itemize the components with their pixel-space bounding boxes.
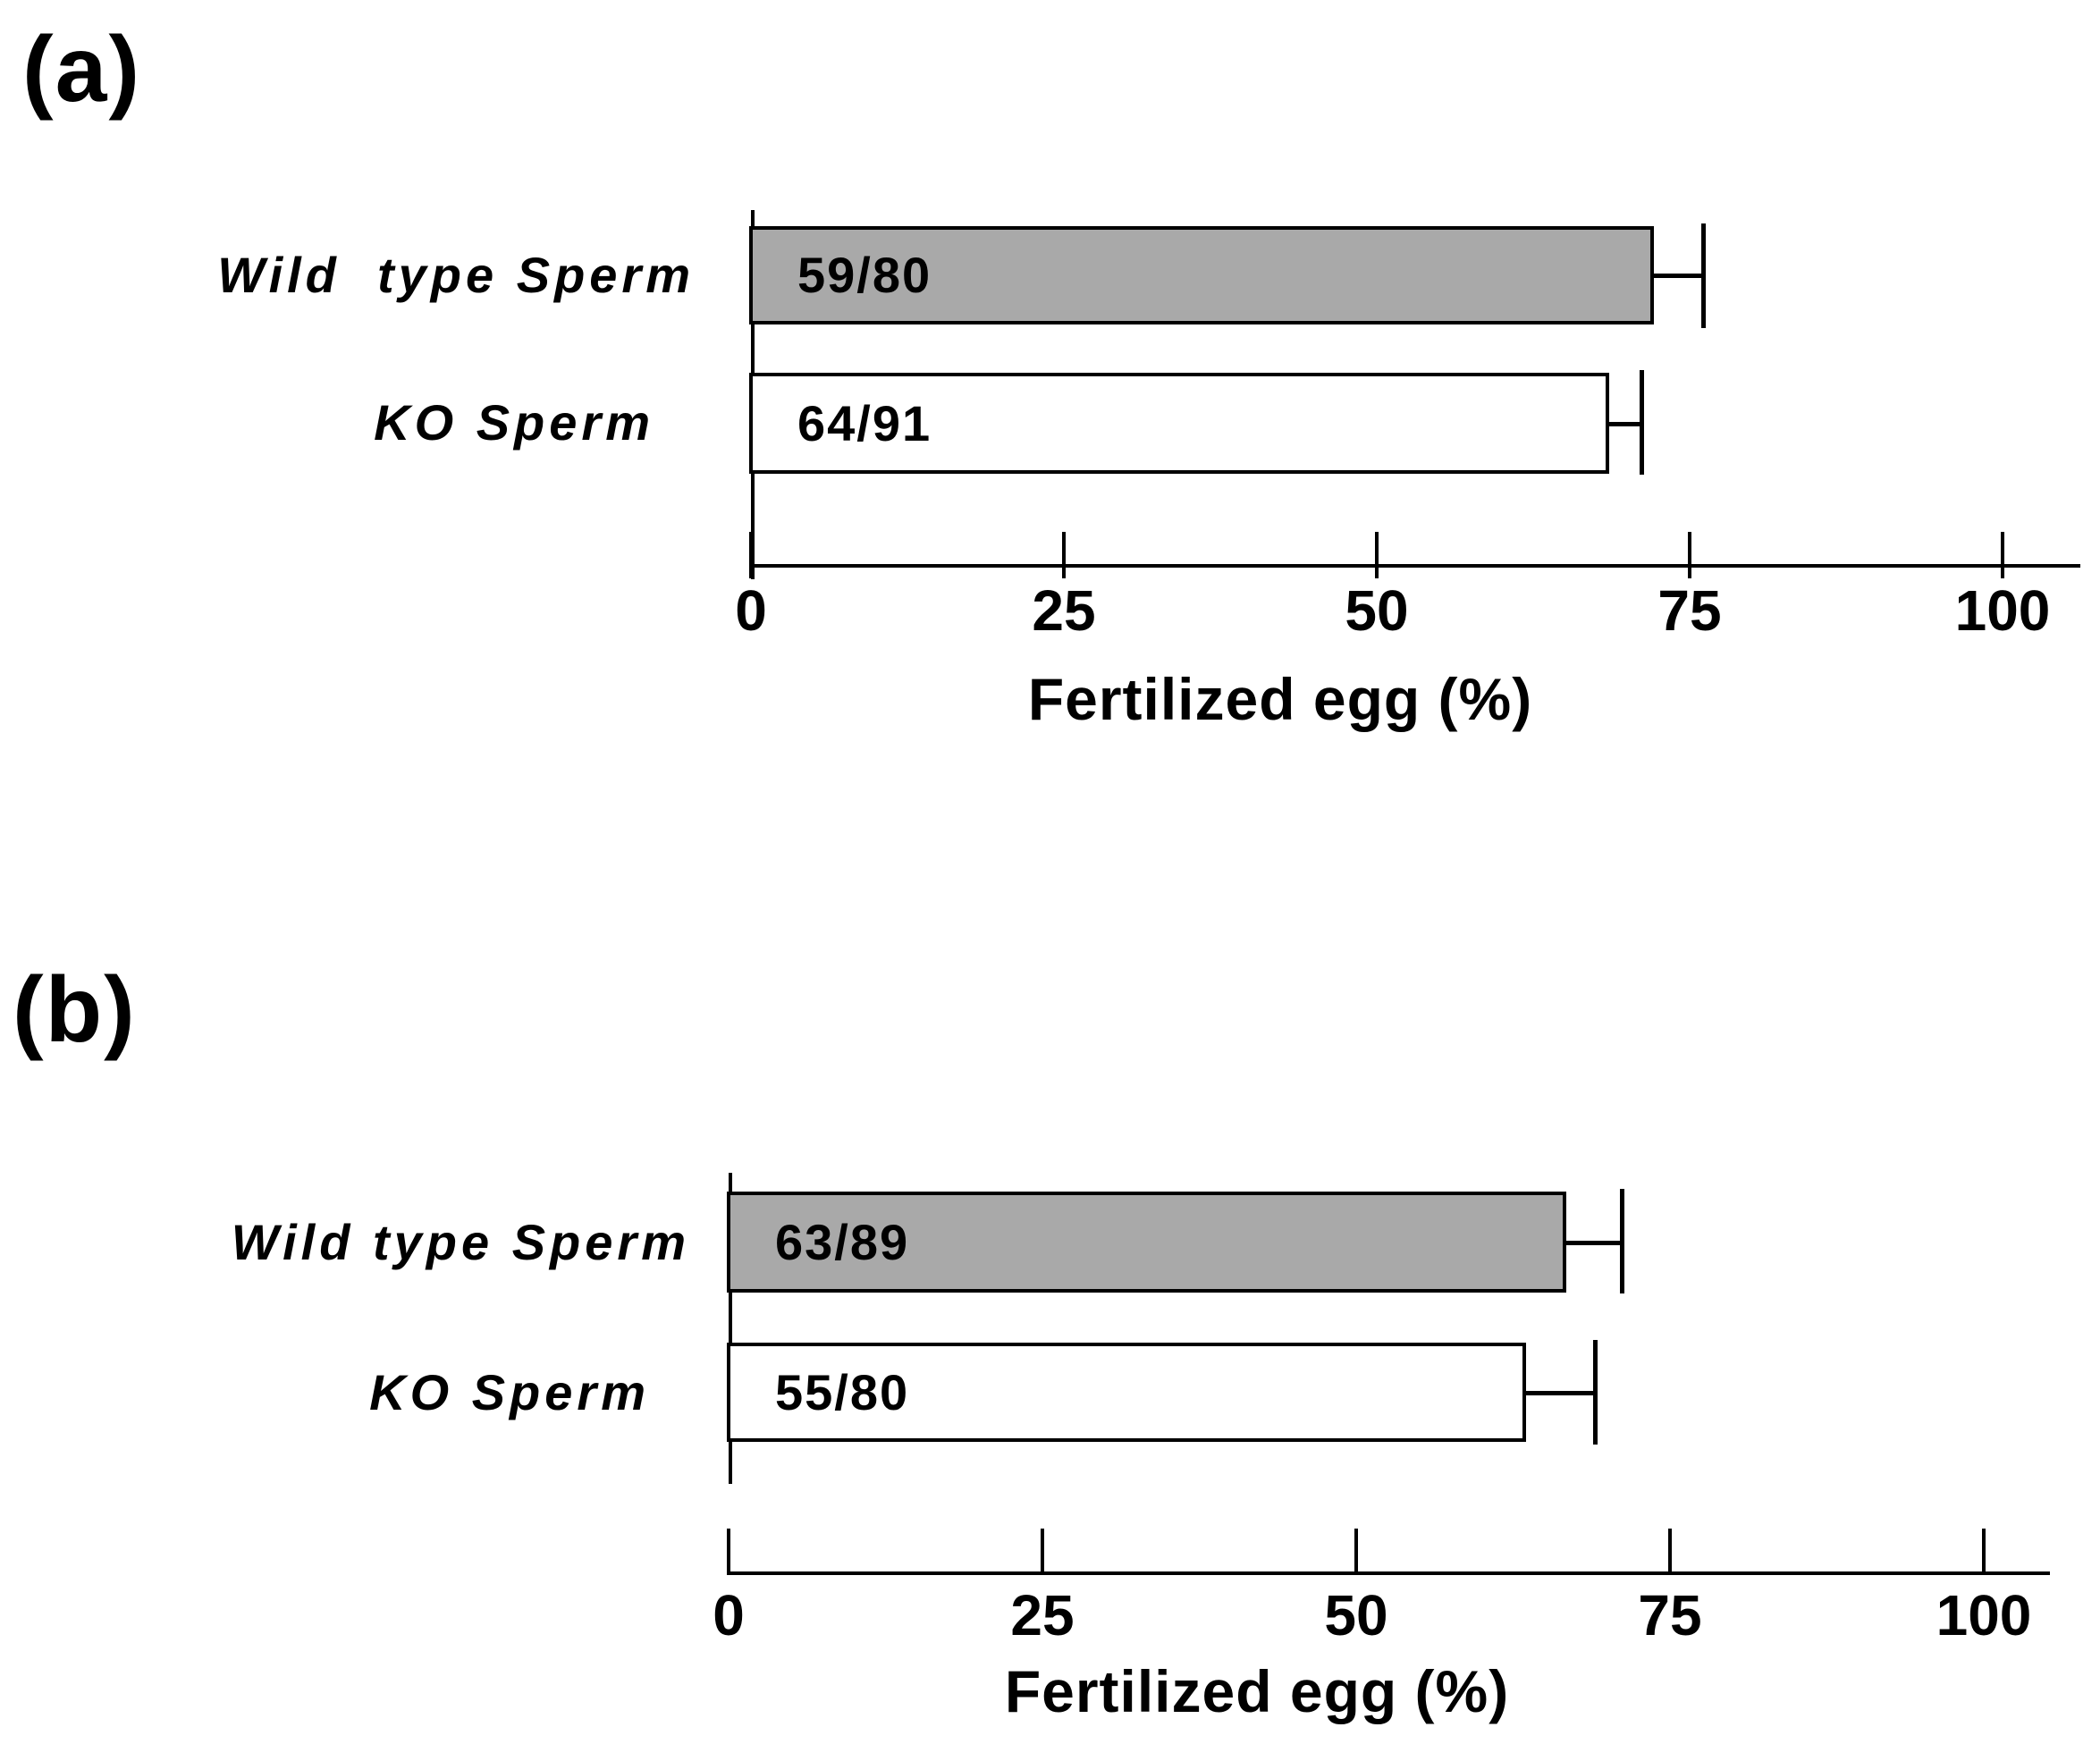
x-axis-tick: [727, 1529, 730, 1573]
x-tick-label: 100: [1954, 578, 2051, 643]
x-tick-label: 0: [735, 578, 767, 643]
x-axis-tick: [1688, 532, 1691, 578]
error-bar-cap: [1701, 223, 1706, 328]
x-axis-tick: [1375, 532, 1379, 578]
x-tick-label: 100: [1936, 1583, 2032, 1647]
bar-count-label: 59/80: [797, 247, 932, 303]
error-bar-cap: [1620, 1189, 1624, 1293]
bar-ko-sperm: 55/80: [727, 1343, 1526, 1442]
bar-count-label: 55/80: [775, 1363, 910, 1420]
category-label-ko-sperm-a: KO Sperm: [374, 394, 654, 451]
x-axis-title-a: Fertilized egg (%): [1027, 666, 1533, 732]
bar-count-label: 64/91: [797, 394, 932, 451]
error-bar-cap: [1640, 370, 1644, 475]
bar-wild-type-sperm: 59/80: [749, 226, 1654, 324]
x-axis-tick: [749, 532, 753, 578]
y-axis-line-(b): [729, 1173, 732, 1484]
x-axis-line-(b): [727, 1571, 2050, 1575]
bar-ko-sperm: 64/91: [749, 373, 1609, 474]
x-tick-label: 0: [713, 1583, 745, 1647]
x-tick-label: 50: [1324, 1583, 1388, 1647]
x-tick-label: 25: [1010, 1583, 1075, 1647]
x-tick-label: 75: [1657, 578, 1722, 643]
error-bar-cap: [1593, 1340, 1598, 1445]
error-bar-line: [1607, 422, 1641, 426]
x-axis-tick: [1062, 532, 1066, 578]
x-axis-tick: [1354, 1529, 1358, 1573]
bar-count-label: 63/89: [775, 1213, 910, 1270]
x-tick-label: 25: [1032, 578, 1096, 643]
error-bar-line: [1564, 1241, 1622, 1245]
panel-b-letter: (b): [13, 958, 137, 1062]
x-axis-tick: [1668, 1529, 1672, 1573]
category-label-wild-type-sperm-b: Wild type Sperm: [231, 1214, 690, 1270]
x-axis-title-b: Fertilized egg (%): [1004, 1658, 1510, 1724]
x-axis-tick: [2001, 532, 2004, 578]
x-axis-line-(a): [749, 564, 2080, 568]
bar-wild-type-sperm: 63/89: [727, 1192, 1566, 1293]
x-tick-label: 75: [1638, 1583, 1702, 1647]
category-label-ko-sperm-b: KO Sperm: [369, 1364, 650, 1420]
x-axis-tick: [1041, 1529, 1044, 1573]
panel-a-letter: (a): [22, 18, 142, 122]
x-tick-label: 50: [1345, 578, 1409, 643]
x-axis-tick: [1982, 1529, 1986, 1573]
error-bar-line: [1652, 274, 1703, 278]
category-label-wild-type-sperm-a: Wild type Sperm: [217, 247, 695, 303]
error-bar-line: [1524, 1391, 1595, 1395]
